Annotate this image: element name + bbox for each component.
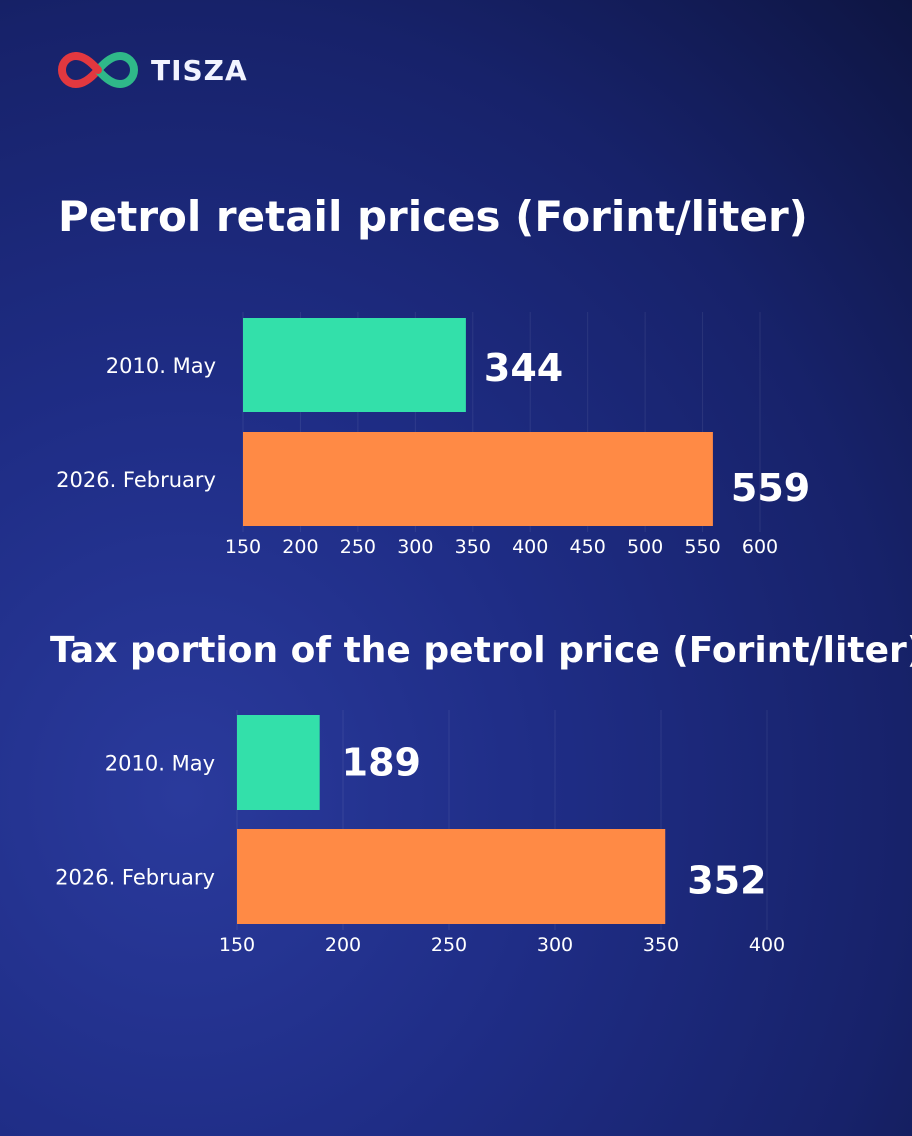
bar-0 bbox=[237, 715, 320, 810]
retail-price-bar-chart: 2010. May 344 2026. February 559 150 200 250 30… bbox=[56, 312, 810, 558]
chart-title-tax-portion: Tax portion of the petrol price (Forint/… bbox=[50, 630, 912, 671]
x-tick-label: 200 bbox=[282, 536, 318, 558]
x-tick-label: 600 bbox=[742, 536, 778, 558]
bar-1 bbox=[237, 829, 666, 924]
value-label: 352 bbox=[687, 859, 766, 903]
bar-1 bbox=[243, 432, 713, 526]
value-label: 559 bbox=[731, 466, 810, 510]
x-tick-label: 450 bbox=[570, 536, 606, 558]
bar-0 bbox=[243, 318, 466, 412]
infinity-logo-icon bbox=[58, 51, 138, 89]
x-tick-label: 300 bbox=[397, 536, 433, 558]
x-tick-label: 400 bbox=[749, 934, 785, 956]
brand-logo: TISZA bbox=[55, 48, 248, 92]
x-tick-label: 350 bbox=[455, 536, 491, 558]
x-tick-label: 300 bbox=[537, 934, 573, 956]
x-tick-label: 150 bbox=[225, 536, 261, 558]
x-tick-label: 150 bbox=[219, 934, 255, 956]
x-tick-label: 350 bbox=[643, 934, 679, 956]
x-tick-label: 200 bbox=[325, 934, 361, 956]
category-label: 2026. February bbox=[55, 866, 215, 890]
x-tick-label: 400 bbox=[512, 536, 548, 558]
value-label: 344 bbox=[484, 346, 563, 390]
x-tick-label: 250 bbox=[340, 536, 376, 558]
x-tick-label: 550 bbox=[684, 536, 720, 558]
category-label: 2010. May bbox=[106, 354, 216, 378]
x-tick-label: 250 bbox=[431, 934, 467, 956]
chart-title-retail-prices: Petrol retail prices (Forint/liter) bbox=[58, 192, 808, 241]
category-label: 2026. February bbox=[56, 468, 216, 492]
brand-name: TISZA bbox=[151, 53, 248, 87]
category-label: 2010. May bbox=[105, 752, 215, 776]
tax-portion-bar-chart: 2010. May 189 2026. February 352 150 200 250 30… bbox=[55, 710, 785, 956]
value-label: 189 bbox=[342, 741, 421, 785]
x-tick-label: 500 bbox=[627, 536, 663, 558]
